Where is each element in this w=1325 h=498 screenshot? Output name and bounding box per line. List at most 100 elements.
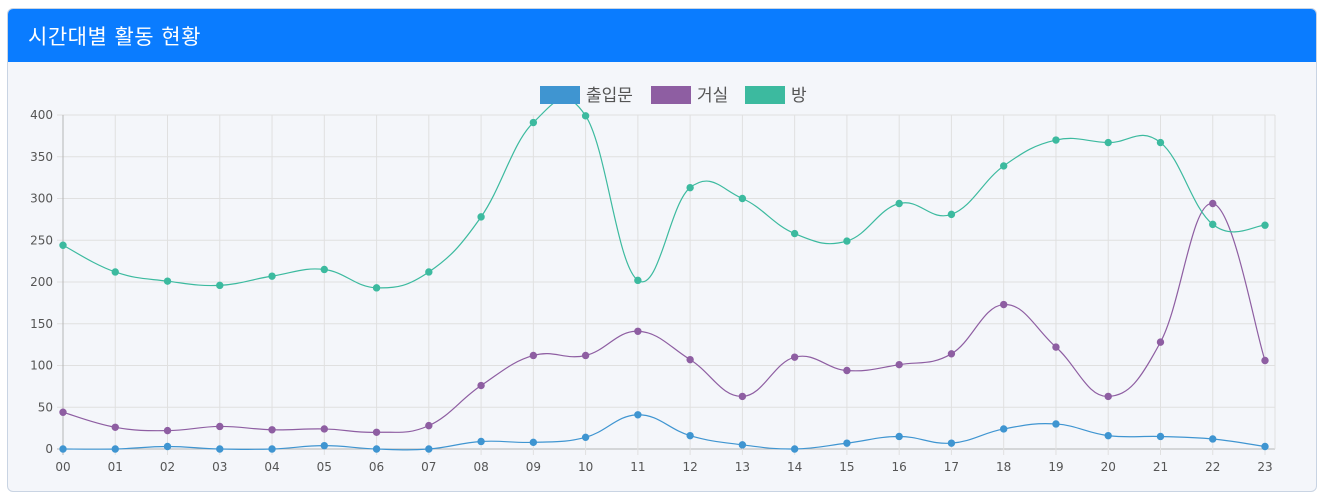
x-tick-label: 20 (1101, 460, 1116, 474)
data-point (999, 425, 1008, 433)
x-tick-label: 18 (996, 460, 1011, 474)
data-point (686, 183, 694, 192)
data-point (1052, 420, 1060, 428)
data-point (581, 351, 590, 360)
data-point (581, 112, 590, 120)
x-tick-label: 16 (892, 460, 907, 474)
data-point (895, 199, 903, 208)
data-point (999, 300, 1008, 309)
data-point (268, 445, 276, 453)
data-point (59, 408, 67, 416)
data-point (947, 439, 956, 447)
y-tick-label: 250 (30, 233, 53, 247)
data-point (738, 392, 747, 401)
data-point (216, 281, 224, 290)
legend-swatch (651, 86, 691, 104)
card-body: 0 50 100 150 200 250 300 350 400 00 01 02 03 04 05 06 07… (8, 62, 1316, 491)
x-tick-label: 21 (1153, 460, 1168, 474)
x-tick-label: 22 (1205, 460, 1220, 474)
x-tick-label: 19 (1048, 460, 1063, 474)
series-line-1 (62, 202, 1266, 433)
data-point (1052, 343, 1060, 351)
x-tick-label: 03 (212, 460, 227, 474)
data-point (163, 442, 172, 451)
y-tick-label: 50 (38, 400, 53, 414)
x-tick-label: 14 (787, 460, 802, 474)
data-point (1261, 356, 1269, 365)
y-tick-label: 150 (30, 317, 53, 331)
x-tick-label: 23 (1257, 460, 1272, 474)
data-point (1209, 220, 1217, 229)
data-point (843, 366, 851, 375)
data-point (425, 268, 433, 276)
data-point (1261, 442, 1269, 451)
legend-swatch (745, 86, 785, 104)
card-title: 시간대별 활동 현황 (28, 24, 201, 49)
x-tick-label: 11 (630, 460, 645, 474)
data-point (372, 284, 381, 292)
data-point (477, 437, 485, 446)
activity-line-chart: 0 50 100 150 200 250 300 350 400 00 01 02 03 04 05 06 07… (30, 86, 1276, 474)
data-point (1052, 136, 1060, 144)
x-tick-label: 09 (526, 460, 541, 474)
data-point (59, 445, 67, 453)
data-point (790, 229, 799, 238)
x-tick-label: 02 (160, 460, 175, 474)
data-point (686, 431, 694, 440)
x-tick-label: 00 (55, 460, 70, 474)
data-point (268, 272, 276, 280)
data-point (634, 276, 642, 285)
legend-label: 방 (791, 86, 807, 106)
data-point (529, 351, 538, 360)
x-tick-label: 07 (421, 460, 436, 474)
x-tick-label: 13 (735, 460, 750, 474)
x-tick-label: 06 (369, 460, 384, 474)
y-tick-label: 200 (30, 275, 53, 289)
data-point (268, 426, 276, 434)
data-point (372, 445, 381, 453)
data-point (790, 445, 799, 453)
data-point (634, 327, 642, 335)
x-tick-label: 17 (944, 460, 959, 474)
y-tick-label: 400 (30, 108, 53, 122)
x-tick-label: 08 (473, 460, 488, 474)
data-point (529, 118, 538, 127)
data-point (425, 421, 433, 430)
series-line-2 (62, 98, 1266, 289)
y-tick-label: 0 (45, 442, 53, 456)
y-tick-label: 300 (30, 192, 53, 206)
data-point (581, 433, 590, 442)
data-point (1156, 432, 1165, 441)
data-point (1104, 392, 1112, 401)
data-point (895, 360, 903, 369)
data-point (1156, 338, 1165, 346)
y-tick-label: 100 (30, 359, 53, 373)
data-point (163, 426, 172, 435)
x-tick-label: 12 (682, 460, 697, 474)
data-point (163, 277, 172, 285)
data-point (686, 355, 694, 364)
data-point (1156, 138, 1165, 147)
data-point (372, 428, 381, 436)
data-point (947, 210, 956, 219)
legend-label: 거실 (697, 86, 728, 106)
data-point (216, 445, 224, 453)
data-point (111, 268, 119, 276)
data-point (1261, 221, 1269, 229)
data-point (738, 194, 747, 203)
series-line-0 (62, 414, 1266, 451)
data-point (477, 213, 485, 221)
x-tick-label: 04 (264, 460, 279, 474)
data-point (320, 441, 329, 450)
data-point (425, 445, 433, 453)
data-point (999, 162, 1008, 170)
activity-card: 시간대별 활동 현황 0 50 100 150 200 250 300 350 400 00 01 0… (7, 8, 1317, 492)
x-tick-label: 01 (108, 460, 123, 474)
x-tick-label: 15 (839, 460, 854, 474)
data-point (529, 438, 538, 447)
data-point (111, 423, 119, 431)
data-point (320, 265, 329, 274)
data-point (790, 353, 799, 361)
data-point (477, 381, 485, 390)
data-point (216, 422, 224, 431)
